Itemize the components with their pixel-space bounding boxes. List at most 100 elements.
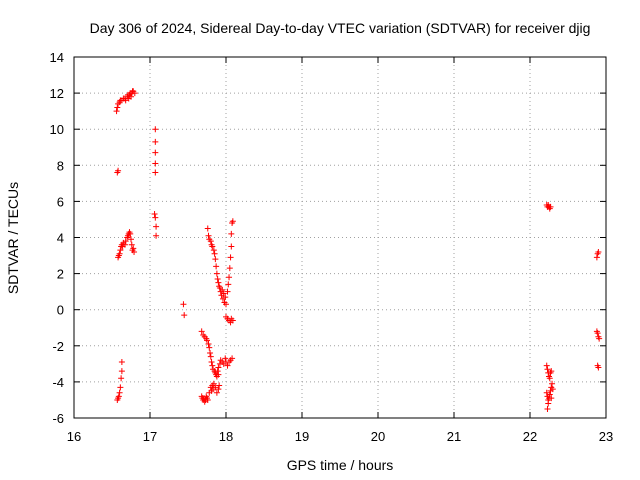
data-point: [549, 386, 556, 393]
data-point: [152, 169, 159, 176]
data-point: [209, 243, 216, 250]
data-point: [209, 362, 216, 369]
data-point: [204, 337, 210, 344]
data-point: [215, 371, 222, 378]
x-axis-label: GPS time / hours: [287, 457, 394, 473]
data-point: [205, 340, 212, 347]
x-tick-label: 16: [67, 429, 81, 444]
data-point: [548, 368, 555, 375]
data-point: [207, 350, 214, 357]
data-point: [152, 160, 159, 167]
data-point: [596, 335, 603, 342]
data-point: [117, 384, 124, 391]
data-point: [215, 386, 222, 393]
data-point: [216, 382, 223, 389]
data-point: [118, 359, 125, 366]
y-tick-label: 4: [57, 231, 64, 246]
data-point: [121, 241, 128, 248]
chart-title: Day 306 of 2024, Sidereal Day-to-day VTE…: [90, 20, 591, 36]
data-point: [116, 250, 123, 257]
data-point: [225, 281, 232, 288]
data-point: [127, 230, 134, 237]
data-point: [544, 405, 551, 412]
data-point: [215, 279, 222, 286]
data-point: [213, 389, 220, 396]
y-tick-label: -2: [52, 339, 64, 354]
data-point: [206, 344, 213, 351]
data-point: [152, 149, 159, 156]
x-tick-label: 18: [219, 429, 233, 444]
data-point: [212, 384, 219, 391]
data-point: [151, 211, 158, 218]
data-point: [228, 230, 235, 237]
data-point: [131, 90, 138, 97]
data-point: [208, 359, 215, 366]
data-point: [131, 248, 138, 255]
data-point: [215, 364, 222, 371]
data-point: [547, 203, 554, 210]
y-tick-label: 2: [57, 267, 64, 282]
data-point: [224, 288, 231, 295]
x-tick-label: 22: [523, 429, 537, 444]
y-tick-label: -6: [52, 411, 64, 426]
data-point: [152, 138, 159, 145]
data-point: [228, 243, 235, 250]
x-tick-label: 21: [447, 429, 461, 444]
data-point: [211, 250, 218, 257]
data-point: [548, 395, 555, 402]
grid: [74, 57, 606, 418]
data-point: [115, 167, 122, 174]
data-point: [213, 270, 220, 277]
axis-ticks: [73, 56, 607, 419]
data-point: [128, 241, 135, 248]
data-point: [213, 263, 220, 270]
data-point: [593, 254, 600, 261]
data-point: [180, 301, 187, 308]
y-tick-label: -4: [52, 375, 64, 390]
data-point: [224, 362, 231, 369]
data-point: [226, 265, 233, 272]
data-point: [223, 301, 229, 308]
x-tick-label: 20: [371, 429, 385, 444]
data-point: [128, 93, 134, 100]
data-point: [114, 104, 121, 111]
y-axis-label: SDTVAR / TECUs: [5, 182, 21, 294]
x-tick-label: 19: [295, 429, 309, 444]
data-point: [152, 214, 159, 221]
data-point: [198, 328, 205, 335]
data-point: [210, 247, 217, 254]
x-tick-label: 17: [143, 429, 157, 444]
data-point: [546, 391, 553, 398]
data-point: [227, 254, 234, 261]
data-point: [117, 247, 124, 254]
x-tick-label: 23: [599, 429, 613, 444]
data-point: [152, 126, 159, 133]
data-point: [226, 274, 233, 281]
y-tick-label: 0: [57, 303, 64, 318]
data-point: [543, 389, 550, 396]
x-tick-labels: 16 17 18 19 20 21 22 23: [67, 429, 613, 444]
data-point: [181, 312, 188, 319]
data-point: [549, 380, 556, 387]
data-point: [222, 294, 229, 301]
data-point: [128, 236, 134, 243]
data-point: [207, 238, 214, 245]
data-point: [207, 353, 214, 360]
data-point: [118, 375, 125, 382]
data-point: [229, 355, 236, 362]
data-point: [594, 330, 601, 337]
data-point: [595, 364, 602, 371]
data-point: [204, 396, 211, 403]
y-tick-label: 10: [50, 122, 64, 137]
data-point: [229, 218, 236, 225]
data-point: [595, 248, 602, 255]
data-point: [153, 232, 160, 239]
data-point: [210, 380, 217, 387]
y-tick-label: 8: [57, 158, 64, 173]
y-tick-label: 14: [50, 50, 64, 65]
data-point: [118, 368, 125, 375]
y-tick-labels: -6 -4 -2 0 2 4 6 8 10 12 14: [50, 50, 64, 426]
data-point: [205, 232, 212, 239]
data-point: [116, 389, 123, 396]
